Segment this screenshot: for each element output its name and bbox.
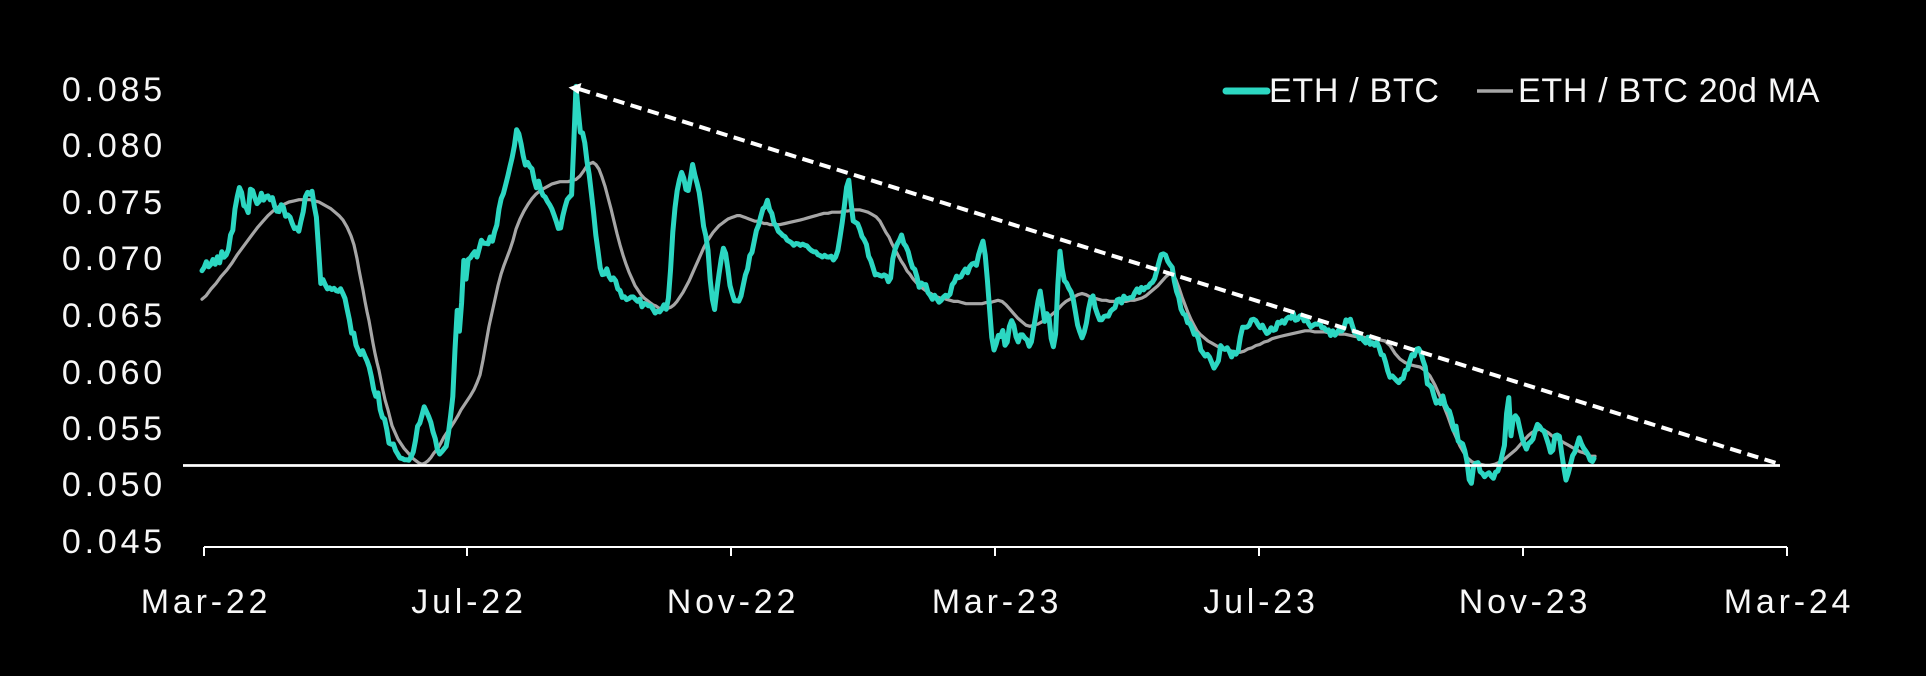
svg-text:Mar-24: Mar-24 — [1724, 583, 1855, 621]
svg-text:0.075: 0.075 — [62, 184, 166, 222]
svg-text:0.070: 0.070 — [62, 240, 166, 278]
svg-text:Nov-22: Nov-22 — [667, 583, 799, 621]
svg-text:0.080: 0.080 — [62, 127, 166, 165]
svg-text:ETH / BTC 20d MA: ETH / BTC 20d MA — [1518, 72, 1820, 110]
svg-text:0.060: 0.060 — [62, 354, 166, 392]
svg-text:0.045: 0.045 — [62, 523, 166, 561]
svg-text:0.050: 0.050 — [62, 466, 166, 504]
svg-text:Nov-23: Nov-23 — [1459, 583, 1591, 621]
svg-text:0.085: 0.085 — [62, 71, 166, 109]
svg-text:0.065: 0.065 — [62, 297, 166, 335]
svg-text:Jul-23: Jul-23 — [1203, 583, 1318, 621]
svg-text:Jul-22: Jul-22 — [411, 583, 526, 621]
svg-text:Mar-23: Mar-23 — [932, 583, 1063, 621]
svg-text:0.055: 0.055 — [62, 410, 166, 448]
svg-text:Mar-22: Mar-22 — [141, 583, 272, 621]
svg-text:ETH / BTC: ETH / BTC — [1269, 72, 1440, 110]
